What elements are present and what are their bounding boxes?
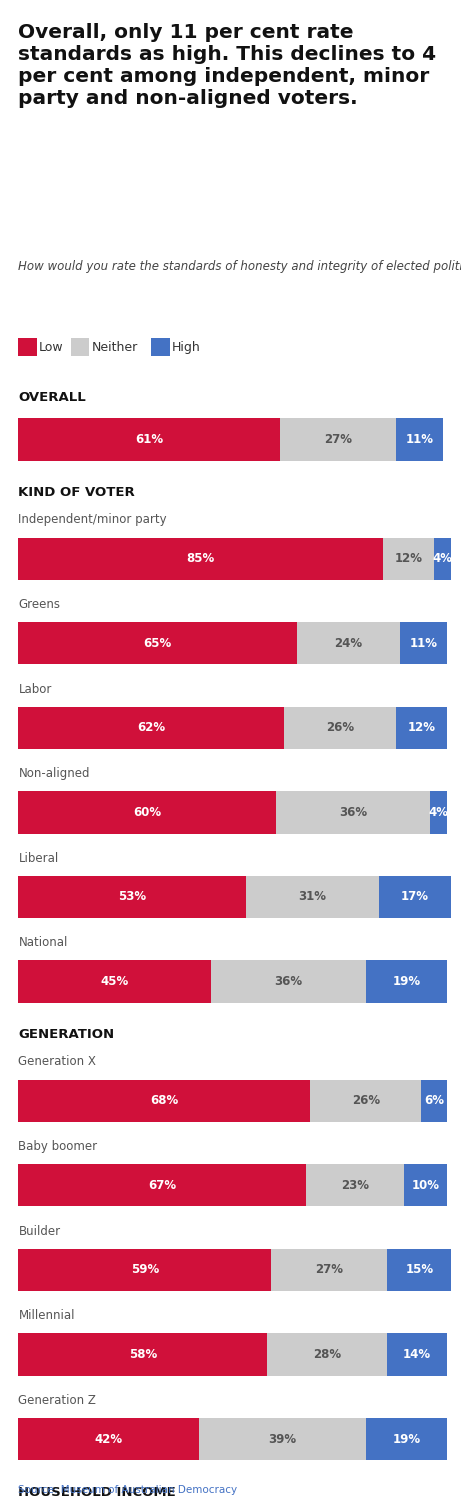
Text: Source: Museum of Australian Democracy: Source: Museum of Australian Democracy bbox=[18, 1484, 237, 1495]
Text: Greens: Greens bbox=[18, 598, 60, 612]
Text: 19%: 19% bbox=[392, 1433, 420, 1445]
Text: 4%: 4% bbox=[433, 553, 453, 565]
Text: 4%: 4% bbox=[429, 806, 449, 818]
Text: Baby boomer: Baby boomer bbox=[18, 1140, 98, 1154]
Text: KIND OF VOTER: KIND OF VOTER bbox=[18, 486, 135, 500]
Text: 19%: 19% bbox=[392, 975, 420, 988]
Text: 62%: 62% bbox=[137, 722, 165, 734]
Text: How would you rate the standards of honesty and integrity of elected politicians: How would you rate the standards of hone… bbox=[18, 260, 461, 273]
Text: 15%: 15% bbox=[405, 1264, 433, 1276]
Text: 6%: 6% bbox=[424, 1095, 444, 1107]
Text: 10%: 10% bbox=[412, 1179, 440, 1191]
Text: 11%: 11% bbox=[409, 637, 437, 649]
Text: 27%: 27% bbox=[324, 433, 352, 445]
Text: High: High bbox=[172, 341, 201, 353]
Text: 23%: 23% bbox=[341, 1179, 369, 1191]
Text: Low: Low bbox=[39, 341, 64, 353]
Text: Generation X: Generation X bbox=[18, 1055, 96, 1069]
Text: 28%: 28% bbox=[313, 1348, 341, 1361]
Text: HOUSEHOLD INCOME: HOUSEHOLD INCOME bbox=[18, 1486, 176, 1499]
Text: 24%: 24% bbox=[335, 637, 363, 649]
Text: 59%: 59% bbox=[131, 1264, 159, 1276]
Text: National: National bbox=[18, 936, 68, 950]
Text: 60%: 60% bbox=[133, 806, 161, 818]
Text: Non-aligned: Non-aligned bbox=[18, 767, 90, 781]
Text: 31%: 31% bbox=[298, 891, 326, 903]
Text: 12%: 12% bbox=[408, 722, 436, 734]
Text: GENERATION: GENERATION bbox=[18, 1028, 115, 1042]
Text: Overall, only 11 per cent rate standards as high. This declines to 4 per cent am: Overall, only 11 per cent rate standards… bbox=[18, 23, 437, 107]
Text: 67%: 67% bbox=[148, 1179, 176, 1191]
Text: Neither: Neither bbox=[92, 341, 138, 353]
Text: Generation Z: Generation Z bbox=[18, 1394, 96, 1407]
Text: 12%: 12% bbox=[395, 553, 423, 565]
Text: 65%: 65% bbox=[144, 637, 172, 649]
Text: 61%: 61% bbox=[135, 433, 163, 445]
Text: 14%: 14% bbox=[403, 1348, 431, 1361]
Text: 53%: 53% bbox=[118, 891, 146, 903]
Text: 11%: 11% bbox=[405, 433, 433, 445]
Text: 36%: 36% bbox=[274, 975, 302, 988]
Text: OVERALL: OVERALL bbox=[18, 391, 86, 405]
Text: Builder: Builder bbox=[18, 1225, 60, 1238]
Text: 17%: 17% bbox=[401, 891, 429, 903]
Text: 85%: 85% bbox=[187, 553, 215, 565]
Text: Labor: Labor bbox=[18, 683, 52, 696]
Text: Millennial: Millennial bbox=[18, 1309, 75, 1323]
Text: 26%: 26% bbox=[326, 722, 354, 734]
Text: 27%: 27% bbox=[315, 1264, 343, 1276]
Text: 39%: 39% bbox=[268, 1433, 296, 1445]
Text: 36%: 36% bbox=[339, 806, 367, 818]
Text: 45%: 45% bbox=[101, 975, 129, 988]
Text: Liberal: Liberal bbox=[18, 852, 59, 865]
Text: 58%: 58% bbox=[129, 1348, 157, 1361]
Text: Independent/minor party: Independent/minor party bbox=[18, 513, 167, 527]
Text: 26%: 26% bbox=[352, 1095, 380, 1107]
Text: 42%: 42% bbox=[95, 1433, 123, 1445]
Text: 68%: 68% bbox=[150, 1095, 178, 1107]
